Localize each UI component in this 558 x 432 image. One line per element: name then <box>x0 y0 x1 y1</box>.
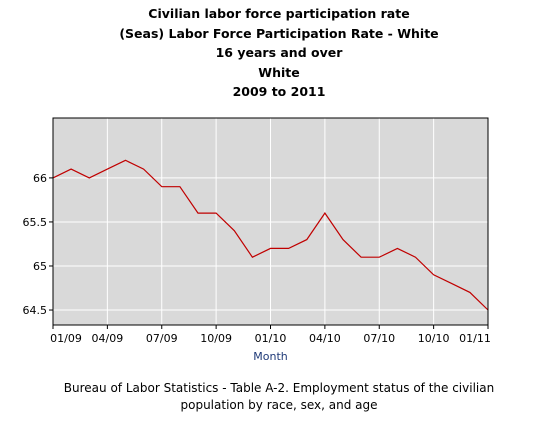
x-tick-label: 04/10 <box>309 332 341 345</box>
y-tick-label: 66 <box>33 172 47 185</box>
chart-title: Civilian labor force participation rate … <box>0 4 558 102</box>
data-point <box>432 273 435 276</box>
data-point <box>142 168 145 171</box>
series-line <box>52 159 489 311</box>
chart-title-line-2: (Seas) Labor Force Participation Rate - … <box>119 25 439 41</box>
data-point <box>450 282 453 285</box>
data-point <box>378 256 381 259</box>
gridlines <box>53 118 488 325</box>
x-tick-labels: 01/09 04/09 07/09 10/09 01/10 04/10 07/10 10/10… <box>50 332 491 345</box>
y-tick-labels: 66 65.5 65 64.5 <box>23 172 48 317</box>
data-point <box>160 185 163 188</box>
data-point <box>342 238 345 241</box>
data-point <box>197 212 200 215</box>
data-point <box>178 185 181 188</box>
plot-frame <box>52 117 489 326</box>
data-point <box>251 256 254 259</box>
data-point <box>88 176 91 179</box>
x-tick-label: 04/09 <box>92 332 124 345</box>
source-footnote-line-2: population by race, sex, and age <box>180 398 378 412</box>
source-footnote: Bureau of Labor Statistics - Table A-2. … <box>0 380 558 414</box>
data-point <box>233 229 236 232</box>
data-point <box>287 247 290 250</box>
x-tick-label: 10/10 <box>418 332 450 345</box>
chart-title-line-4: White <box>258 64 300 80</box>
data-point <box>305 238 308 241</box>
data-point <box>468 291 471 294</box>
x-tick-label: 07/10 <box>363 332 395 345</box>
x-tick-label: 07/09 <box>146 332 178 345</box>
x-tick-label: 01/11 <box>459 332 491 345</box>
x-tick-label: 01/10 <box>255 332 287 345</box>
data-point <box>414 256 417 259</box>
x-tick-label: 01/09 <box>50 332 82 345</box>
series-layer <box>52 159 489 311</box>
data-point <box>124 159 127 162</box>
y-tick-label: 65.5 <box>23 216 48 229</box>
data-point <box>215 212 218 215</box>
data-point <box>106 168 109 171</box>
source-footnote-line-1: Bureau of Labor Statistics - Table A-2. … <box>63 381 495 395</box>
x-tick-label: 10/09 <box>200 332 232 345</box>
axes <box>49 117 489 329</box>
chart-title-line-1: Civilian labor force participation rate <box>148 6 410 21</box>
data-point <box>396 247 399 250</box>
x-axis-label: Month <box>253 350 288 363</box>
data-point <box>360 256 363 259</box>
y-tick-label: 64.5 <box>23 304 48 317</box>
chart-title-line-5: 2009 to 2011 <box>232 84 326 99</box>
y-tick-label: 65 <box>33 260 47 273</box>
data-point <box>70 168 73 171</box>
chart-title-line-3: 16 years and over <box>215 45 343 60</box>
data-point <box>323 212 326 215</box>
data-point <box>269 247 272 250</box>
line-chart: 66 65.5 65 64.5 01/09 04/09 07/09 10/09 01/10 04… <box>23 117 491 363</box>
